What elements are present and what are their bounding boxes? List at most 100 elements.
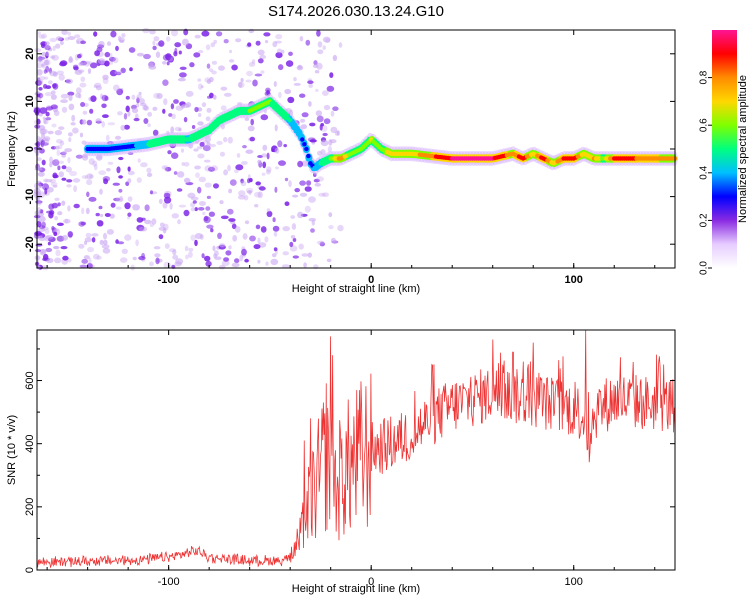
noise-speckle [246, 70, 253, 77]
noise-speckle [172, 254, 179, 260]
noise-speckle [90, 62, 98, 69]
noise-speckle [73, 203, 80, 209]
noise-speckle [39, 107, 48, 114]
noise-speckle [162, 202, 168, 209]
noise-speckle [234, 258, 240, 264]
noise-speckle [188, 251, 193, 258]
noise-speckle [316, 115, 324, 123]
noise-speckle [231, 262, 240, 268]
noise-speckle [182, 38, 189, 46]
noise-speckle [64, 148, 73, 153]
noise-speckle [177, 171, 185, 178]
noise-speckle [165, 166, 172, 172]
noise-speckle [219, 243, 226, 248]
noise-speckle [125, 105, 130, 113]
noise-speckle [162, 228, 167, 234]
noise-speckle [334, 130, 339, 136]
noise-speckle [190, 207, 196, 212]
noise-speckle [278, 91, 282, 99]
noise-speckle [96, 154, 103, 161]
noise-speckle [238, 190, 246, 197]
noise-speckle [297, 64, 302, 69]
snr-frame [36, 329, 676, 571]
noise-speckle [163, 261, 171, 269]
noise-speckle [102, 176, 111, 182]
noise-speckle [183, 116, 188, 123]
noise-speckle [303, 262, 307, 268]
noise-speckle [118, 156, 124, 161]
noise-speckle [254, 191, 262, 198]
noise-speckle [217, 232, 222, 239]
noise-speckle [223, 39, 229, 44]
noise-speckle [292, 238, 297, 242]
x-tick-label: 0 [368, 274, 374, 286]
noise-speckle [87, 246, 95, 253]
noise-speckle [136, 224, 145, 232]
noise-speckle [162, 108, 166, 114]
noise-speckle [88, 158, 95, 165]
noise-speckle [163, 165, 169, 172]
noise-speckle [171, 213, 179, 219]
noise-speckle [306, 180, 312, 186]
noise-speckle [34, 167, 43, 171]
noise-speckle [127, 196, 133, 202]
noise-speckle [53, 231, 58, 236]
noise-speckle [314, 182, 321, 187]
noise-speckle [36, 135, 41, 143]
noise-speckle [144, 204, 150, 212]
noise-speckle [232, 235, 238, 242]
noise-speckle [289, 241, 294, 248]
noise-speckle [282, 251, 290, 256]
noise-speckle [112, 182, 121, 186]
noise-speckle [259, 54, 267, 60]
noise-speckle [115, 197, 124, 203]
noise-speckle [127, 216, 130, 220]
noise-speckle [313, 64, 319, 69]
noise-speckle [56, 139, 63, 144]
noise-speckle [148, 65, 157, 70]
noise-speckle [197, 83, 203, 90]
noise-speckle [88, 257, 92, 265]
noise-speckle [317, 41, 323, 48]
noise-speckle [129, 67, 133, 72]
noise-speckle [265, 87, 271, 93]
noise-speckle [206, 107, 212, 113]
noise-speckle [112, 57, 119, 64]
noise-speckle [246, 190, 253, 194]
noise-speckle [194, 106, 199, 113]
noise-speckle [213, 39, 217, 45]
noise-speckle [141, 252, 146, 259]
noise-speckle [41, 33, 47, 39]
noise-speckle [275, 34, 283, 40]
noise-speckle [242, 233, 248, 240]
noise-speckle [80, 40, 86, 45]
noise-speckle [74, 69, 83, 75]
noise-speckle [158, 40, 165, 47]
noise-speckle [113, 84, 120, 92]
noise-speckle [45, 247, 53, 253]
noise-speckle [124, 234, 132, 241]
noise-speckle [86, 119, 93, 126]
noise-speckle [38, 56, 46, 60]
noise-speckle [211, 60, 218, 65]
colorbar-tick-label: 0.0 [699, 261, 710, 275]
noise-speckle [158, 234, 164, 240]
noise-speckle [317, 240, 325, 245]
noise-speckle [70, 122, 76, 126]
noise-speckle [44, 187, 48, 195]
noise-speckle [100, 213, 104, 218]
noise-speckle [191, 125, 196, 129]
noise-speckle [116, 166, 121, 174]
noise-speckle [55, 249, 61, 257]
noise-speckle [52, 184, 58, 188]
noise-speckle [55, 36, 63, 41]
noise-speckle [147, 123, 151, 127]
noise-speckle [172, 249, 177, 256]
noise-speckle [281, 49, 285, 54]
noise-speckle [223, 257, 230, 262]
noise-speckle [247, 42, 252, 47]
noise-speckle [59, 160, 64, 164]
noise-speckle [143, 53, 151, 60]
noise-speckle [252, 79, 258, 87]
noise-speckle [163, 98, 168, 106]
